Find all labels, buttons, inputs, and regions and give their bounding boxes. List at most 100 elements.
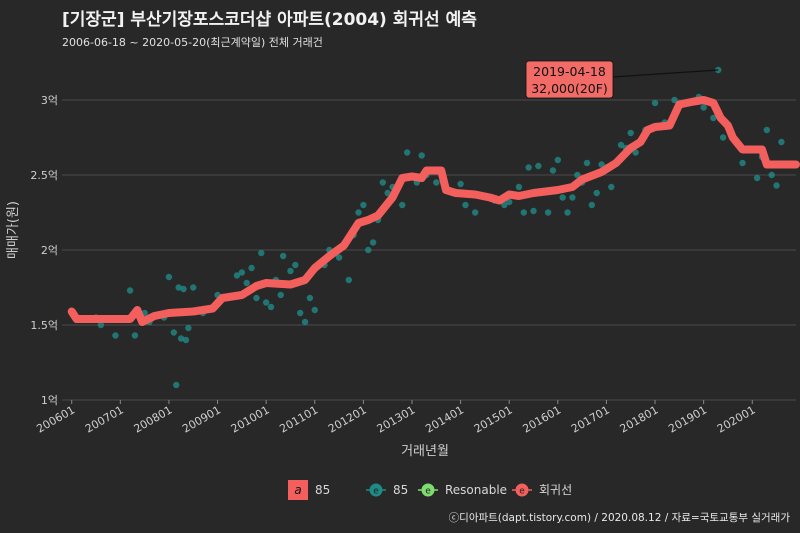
data-point <box>574 171 581 179</box>
data-point <box>399 201 406 209</box>
data-point <box>520 209 527 216</box>
data-point <box>360 201 367 209</box>
data-point <box>700 104 707 111</box>
data-point <box>739 159 746 167</box>
x-tick-label: 202001 <box>715 403 758 435</box>
data-point <box>608 183 615 191</box>
data-point <box>185 324 192 332</box>
x-axis-title: 거래년월 <box>401 444 449 459</box>
y-tick-label: 1.5억 <box>30 319 58 332</box>
data-point <box>97 321 105 329</box>
source-caption: ⓒ디아파트(dapt.tistory.com) / 2020.08.12 / 자… <box>448 512 790 524</box>
x-tick-label: 201801 <box>618 403 661 435</box>
data-point <box>559 194 566 201</box>
data-point <box>569 194 576 201</box>
legend-label: 85 <box>315 483 330 497</box>
annotation-price: 32,000(20F) <box>531 81 608 96</box>
data-point <box>258 249 265 257</box>
x-tick-label: 200801 <box>132 403 175 435</box>
data-point <box>554 156 562 164</box>
data-point <box>515 183 523 191</box>
data-point <box>170 329 178 336</box>
regression-line <box>67 96 800 326</box>
data-point <box>544 209 552 216</box>
data-point <box>379 179 387 186</box>
data-point <box>277 291 284 299</box>
annotation-leader <box>612 69 719 78</box>
legend-label: Resonable <box>445 483 507 497</box>
data-point <box>710 114 717 122</box>
x-tick-label: 201001 <box>229 403 272 435</box>
data-point <box>173 381 180 389</box>
data-point <box>627 129 634 137</box>
data-point <box>182 336 190 344</box>
data-point <box>598 161 605 168</box>
data-point <box>588 201 596 209</box>
data-point <box>355 209 362 216</box>
legend-key-point <box>421 483 435 497</box>
data-point <box>506 198 513 206</box>
legend-label: 회귀선 <box>539 483 572 497</box>
y-tick-label: 2.5억 <box>30 169 58 182</box>
data-point <box>773 182 780 189</box>
data-point <box>279 252 287 260</box>
data-point <box>778 138 785 146</box>
y-axis: 1억 1.5억 2억 2.5억 3억 <box>30 94 58 407</box>
data-point <box>177 335 185 342</box>
data-points <box>92 66 785 389</box>
data-point <box>384 189 391 197</box>
data-point <box>632 149 639 156</box>
data-point <box>525 164 532 171</box>
data-point <box>296 309 304 317</box>
x-tick-label: 201101 <box>277 403 320 435</box>
data-point <box>763 126 771 134</box>
legend-key-glyph: e <box>373 487 379 497</box>
data-point <box>287 267 294 275</box>
data-point <box>549 167 557 174</box>
data-point <box>243 279 250 287</box>
y-tick-label: 1억 <box>41 394 58 407</box>
data-point <box>365 246 372 254</box>
data-point <box>593 189 600 197</box>
legend-label: 85 <box>393 483 408 497</box>
y-tick-label: 3억 <box>41 94 58 107</box>
data-point <box>462 201 469 209</box>
y-tick-label: 2억 <box>41 244 58 257</box>
legend-key-glyph: e <box>519 487 525 497</box>
chart-title: [기장군] 부산기장포스코더샵 아파트(2004) 회귀선 예측 <box>62 10 477 30</box>
data-point <box>292 261 299 269</box>
data-point <box>753 174 761 182</box>
regression-line-path <box>67 96 800 326</box>
data-point <box>564 209 571 216</box>
x-tick-label: 201901 <box>666 403 709 435</box>
data-point <box>418 152 425 159</box>
x-tick-label: 200701 <box>83 403 126 435</box>
data-point <box>311 306 318 314</box>
data-point <box>253 294 260 302</box>
x-tick-label: 201401 <box>423 403 466 435</box>
data-point <box>651 99 659 107</box>
data-point <box>335 254 343 261</box>
annotation-box <box>525 60 614 99</box>
data-point <box>403 149 411 156</box>
data-point <box>190 284 197 291</box>
chart-subtitle: 2006-06-18 ~ 2020-05-20(최근계약일) 전체 거래건 <box>62 36 323 49</box>
data-point <box>471 209 479 216</box>
legend-key-glyph: a <box>294 483 301 497</box>
x-tick-label: 201201 <box>326 403 369 435</box>
data-point <box>535 162 542 170</box>
data-point <box>671 96 678 104</box>
x-tick-label: 201501 <box>472 403 515 435</box>
data-point <box>457 180 464 188</box>
data-point <box>530 207 537 215</box>
data-point <box>180 285 187 293</box>
data-point <box>262 299 270 306</box>
data-point <box>433 179 440 186</box>
data-point <box>617 141 625 149</box>
legend-key-point <box>515 483 529 497</box>
x-tick-label: 200901 <box>180 403 223 435</box>
peak-annotation: 2019-04-18 32,000(20F) <box>525 60 719 99</box>
data-point <box>501 201 508 209</box>
data-point <box>175 284 182 291</box>
